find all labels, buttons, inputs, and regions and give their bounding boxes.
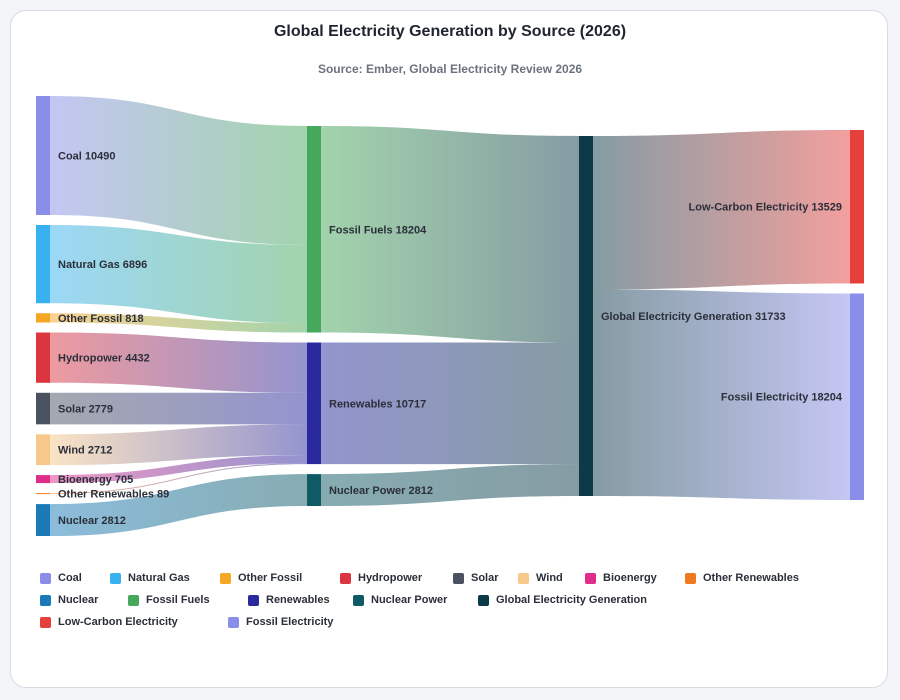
link-npower-to-global[interactable] <box>321 464 579 506</box>
legend-label: Global Electricity Generation <box>496 594 647 606</box>
node-bio[interactable] <box>36 475 50 484</box>
legend-item-coal[interactable]: Coal <box>40 572 82 584</box>
legend-label: Low-Carbon Electricity <box>58 616 178 628</box>
node-label-fossil: Fossil Fuels 18204 <box>329 224 427 236</box>
nodes-layer <box>36 96 864 536</box>
legend-label: Coal <box>58 572 82 584</box>
legend-label: Fossil Electricity <box>246 616 334 628</box>
legend-item-bioenergy[interactable]: Bioenergy <box>585 572 657 584</box>
chart-subtitle: Source: Ember, Global Electricity Review… <box>317 62 583 76</box>
legend-swatch <box>220 572 231 584</box>
legend-label: Other Fossil <box>238 572 303 584</box>
node-label-gas: Natural Gas 6896 <box>58 259 147 271</box>
legend-item-nuclear-power[interactable]: Nuclear Power <box>353 594 447 606</box>
node-label-wind: Wind 2712 <box>58 445 112 457</box>
link-oren-to-renew[interactable] <box>50 463 307 495</box>
link-fossil-to-global[interactable] <box>321 126 579 343</box>
node-ofossil[interactable] <box>36 313 50 323</box>
link-ofossil-to-fossil[interactable] <box>50 313 307 333</box>
node-label-lowc: Low-Carbon Electricity 13529 <box>689 202 842 214</box>
labels-layer: Coal 10490 Natural Gas 6896 Other Fossil 8… <box>58 151 843 528</box>
legend-label: Hydropower <box>358 572 423 584</box>
node-label-coal: Coal 10490 <box>58 151 115 163</box>
node-label-npower: Nuclear Power 2812 <box>329 485 433 497</box>
legend-label: Other Renewables <box>703 572 799 584</box>
node-label-renew: Renewables 10717 <box>329 398 426 410</box>
legend-item-low-carbon-electricity[interactable]: Low-Carbon Electricity <box>40 616 178 628</box>
node-label-fossilE: Fossil Electricity 18204 <box>721 392 843 404</box>
node-global[interactable] <box>579 136 593 496</box>
legend-item-nuclear[interactable]: Nuclear <box>40 594 98 606</box>
legend-swatch <box>585 572 596 584</box>
legend-item-fossil-electricity[interactable]: Fossil Electricity <box>228 616 333 628</box>
node-lowc[interactable] <box>850 130 864 284</box>
node-label-solar: Solar 2779 <box>58 404 113 416</box>
legend-label: Bioenergy <box>603 572 657 584</box>
link-global-to-lowc[interactable] <box>593 130 850 290</box>
links-layer <box>50 96 850 536</box>
link-global-to-fossilE[interactable] <box>593 289 850 500</box>
legend-label: Wind <box>536 572 563 584</box>
legend-swatch <box>110 572 121 584</box>
chart-title: Global Electricity Generation by Source … <box>273 23 627 40</box>
legend-item-hydropower[interactable]: Hydropower <box>340 572 422 584</box>
legend-label: Natural Gas <box>128 572 190 584</box>
node-fossilE[interactable] <box>850 293 864 500</box>
link-gas-to-fossil[interactable] <box>50 225 307 324</box>
legend-swatch <box>128 594 139 606</box>
node-wind[interactable] <box>36 434 50 466</box>
legend-label: Nuclear Power <box>371 594 448 606</box>
legend-swatch <box>453 572 464 584</box>
link-hydro-to-renew[interactable] <box>50 332 307 393</box>
legend-swatch <box>518 572 529 584</box>
legend-swatch <box>248 594 259 606</box>
legend-swatch <box>478 594 489 606</box>
node-label-oren: Other Renewables 89 <box>58 489 169 501</box>
node-solar[interactable] <box>36 392 50 425</box>
legend-item-other-fossil[interactable]: Other Fossil <box>220 572 302 584</box>
node-label-ofossil: Other Fossil 818 <box>58 313 144 325</box>
legend-swatch <box>228 616 239 628</box>
legend-swatch <box>685 572 696 584</box>
legend-label: Solar <box>471 572 499 584</box>
node-label-bio: Bioenergy 705 <box>58 474 133 486</box>
link-bio-to-renew[interactable] <box>50 455 307 484</box>
node-nuclear[interactable] <box>36 504 50 536</box>
legend-label: Renewables <box>266 594 330 606</box>
node-label-nuclear: Nuclear 2812 <box>58 515 126 527</box>
legend-item-global-electricity-generation[interactable]: Global Electricity Generation <box>478 594 647 606</box>
legend-swatch <box>40 594 51 606</box>
legend-item-wind[interactable]: Wind <box>518 572 563 584</box>
node-renew[interactable] <box>307 342 321 465</box>
legend-item-renewables[interactable]: Renewables <box>248 594 330 606</box>
legend-swatch <box>353 594 364 606</box>
legend-item-natural-gas[interactable]: Natural Gas <box>110 572 190 584</box>
node-hydro[interactable] <box>36 332 50 383</box>
node-coal[interactable] <box>36 96 50 216</box>
legend-swatch <box>40 616 51 628</box>
node-label-hydro: Hydropower 4432 <box>58 353 150 365</box>
legend-item-other-renewables[interactable]: Other Renewables <box>685 572 799 584</box>
node-label-global: Global Electricity Generation 31733 <box>601 311 786 323</box>
node-oren[interactable] <box>36 493 50 495</box>
link-renew-to-global[interactable] <box>321 342 579 465</box>
legend-label: Nuclear <box>58 594 99 606</box>
legend-label: Fossil Fuels <box>146 594 210 606</box>
legend-swatch <box>340 572 351 584</box>
link-solar-to-renew[interactable] <box>50 392 307 425</box>
node-npower[interactable] <box>307 474 321 506</box>
link-nuclear-to-npower[interactable] <box>50 474 307 536</box>
legend-item-fossil-fuels[interactable]: Fossil Fuels <box>128 594 210 606</box>
link-coal-to-fossil[interactable] <box>50 96 307 246</box>
node-gas[interactable] <box>36 225 50 304</box>
link-wind-to-renew[interactable] <box>50 424 307 466</box>
node-fossil[interactable] <box>307 126 321 333</box>
legend-swatch <box>40 572 51 584</box>
legend-item-solar[interactable]: Solar <box>453 572 499 584</box>
